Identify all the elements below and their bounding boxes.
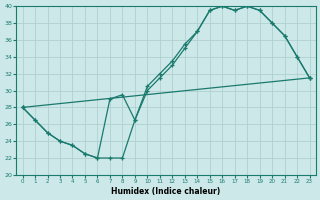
X-axis label: Humidex (Indice chaleur): Humidex (Indice chaleur) [111,187,221,196]
